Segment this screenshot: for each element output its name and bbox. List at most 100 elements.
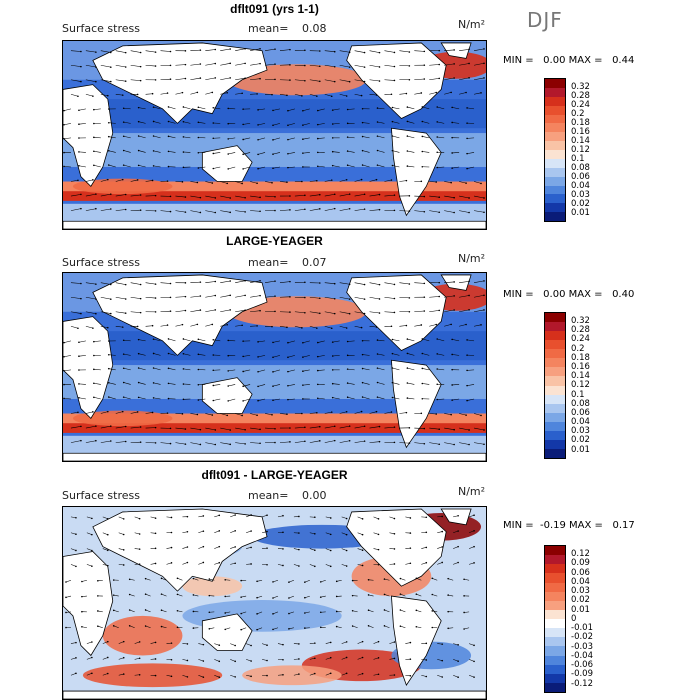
wind-stress-arrow xyxy=(421,659,427,661)
wind-stress-arrowhead xyxy=(390,411,393,413)
wind-stress-arrowhead xyxy=(139,194,142,196)
wind-stress-arrowhead xyxy=(391,120,394,123)
wind-stress-arrow xyxy=(130,79,141,81)
wind-stress-arrowhead xyxy=(197,338,200,341)
wind-stress-arrow xyxy=(400,578,406,581)
colorbar-swatch xyxy=(545,655,565,665)
wind-stress-arrow xyxy=(183,353,191,356)
wind-stress-arrow xyxy=(339,425,350,429)
wind-stress-arrowhead xyxy=(121,94,124,96)
wind-stress-arrowhead xyxy=(287,398,289,401)
wind-stress-arrowhead xyxy=(138,548,141,550)
wind-stress-arrowhead xyxy=(109,312,112,315)
wind-stress-arrow xyxy=(317,165,325,168)
wind-stress-arrowhead xyxy=(304,596,306,599)
wind-stress-arrowhead xyxy=(92,179,94,181)
panel-3-mean-label: mean= xyxy=(248,489,289,502)
wind-stress-arrowhead xyxy=(453,63,455,65)
wind-stress-arrow xyxy=(453,659,459,662)
wind-stress-arrowhead xyxy=(152,165,155,167)
wind-stress-arrow xyxy=(362,396,370,400)
colorbar-tick-label: 0.28 xyxy=(571,91,590,101)
wind-stress-arrowhead xyxy=(122,656,125,659)
colorbar-swatch xyxy=(545,105,565,115)
wind-stress-arrowhead xyxy=(453,309,455,311)
wind-stress-arrowhead xyxy=(457,561,459,564)
wind-stress-arrow xyxy=(205,181,213,184)
wind-stress-arrowhead xyxy=(65,596,67,599)
wind-stress-arrowhead xyxy=(298,565,300,567)
wind-stress-arrowhead xyxy=(408,310,411,313)
wind-stress-arrowhead xyxy=(314,516,316,519)
wind-stress-arrow xyxy=(324,64,335,68)
wind-stress-arrowhead xyxy=(393,283,396,286)
wind-stress-arrow xyxy=(324,179,332,182)
wind-stress-arrowhead xyxy=(106,326,109,329)
wind-stress-arrowhead xyxy=(137,338,140,341)
wind-stress-arrowhead xyxy=(197,368,200,371)
wind-stress-arrowhead xyxy=(184,196,187,198)
wind-stress-arrow xyxy=(332,355,340,357)
wind-stress-arrowhead xyxy=(298,548,300,551)
wind-stress-arrowhead xyxy=(318,312,321,315)
wind-stress-arrow xyxy=(145,609,151,613)
wind-stress-arrow xyxy=(123,135,131,139)
wind-stress-arrowhead xyxy=(302,370,304,372)
wind-stress-arrow xyxy=(220,195,231,199)
wind-stress-arrow xyxy=(150,532,156,534)
wind-stress-arrowhead xyxy=(224,595,227,598)
wind-stress-arrow xyxy=(85,179,93,182)
wind-stress-arrowhead xyxy=(453,443,455,446)
panel-2-min-label: MIN = xyxy=(503,289,534,300)
wind-stress-arrow xyxy=(339,311,350,314)
wind-stress-arrow xyxy=(78,151,86,153)
wind-stress-arrow xyxy=(474,77,485,81)
wind-stress-arrow xyxy=(407,367,415,371)
wind-stress-arrow xyxy=(459,309,470,313)
wind-stress-arrowhead xyxy=(463,578,465,581)
wind-stress-arrow xyxy=(190,324,198,327)
wind-stress-arrowhead xyxy=(425,516,428,519)
wind-stress-arrowhead xyxy=(423,78,426,80)
wind-stress-arrowhead xyxy=(106,533,109,536)
wind-stress-arrowhead xyxy=(241,414,243,417)
continent-outline xyxy=(391,127,442,217)
wind-stress-arrowhead xyxy=(329,517,332,519)
wind-stress-arrow xyxy=(459,295,470,298)
wind-stress-arrowhead xyxy=(302,166,304,168)
wind-stress-arrow xyxy=(287,137,295,140)
wind-stress-arrowhead xyxy=(376,367,379,369)
wind-stress-arrowhead xyxy=(377,673,380,676)
wind-stress-arrowhead xyxy=(447,627,449,630)
wind-stress-arrow xyxy=(160,310,171,313)
wind-stress-arrowhead xyxy=(122,673,125,675)
wind-stress-arrow xyxy=(377,339,385,342)
wind-stress-arrow xyxy=(444,210,455,213)
wind-stress-arrow xyxy=(213,398,221,401)
wind-stress-arrowhead xyxy=(259,77,261,80)
wind-stress-arrowhead xyxy=(360,94,363,97)
wind-stress-arrowhead xyxy=(289,311,291,313)
panel-3-min-value: -0.19 xyxy=(539,520,566,531)
wind-stress-arrow xyxy=(145,64,156,67)
wind-stress-arrow xyxy=(243,166,251,170)
wind-stress-arrowhead xyxy=(63,165,65,168)
wind-stress-arrowhead xyxy=(465,323,467,326)
wind-stress-arrowhead xyxy=(170,642,173,644)
colorbar-swatch xyxy=(545,150,565,159)
wind-stress-arrowhead xyxy=(124,440,127,443)
wind-stress-arrowhead xyxy=(301,327,303,329)
wind-stress-arrow xyxy=(459,63,470,66)
wind-stress-arrowhead xyxy=(298,673,300,675)
wind-stress-arrowhead xyxy=(121,410,124,413)
wind-stress-arrowhead xyxy=(218,561,221,564)
wind-stress-arrowhead xyxy=(208,594,211,597)
wind-stress-arrow xyxy=(288,579,295,583)
wind-stress-arrow xyxy=(161,609,167,613)
wind-stress-arrow xyxy=(354,94,362,96)
wind-stress-arrow xyxy=(389,641,395,644)
wind-stress-arrow xyxy=(452,122,460,124)
wind-stress-arrow xyxy=(220,77,231,81)
wind-stress-arrow xyxy=(198,122,206,124)
colorbar-tick-label: 0.1 xyxy=(571,154,585,164)
